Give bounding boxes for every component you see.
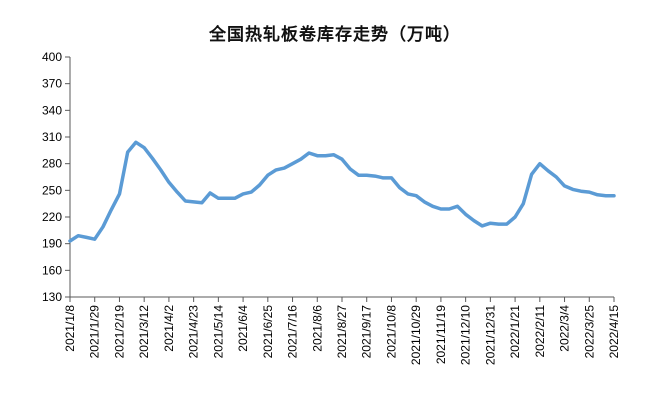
x-tick-label: 2022/3/4: [558, 305, 572, 352]
x-tick-label: 2021/8/27: [335, 305, 349, 359]
y-tick-label: 400: [42, 50, 62, 64]
y-tick-label: 130: [42, 290, 62, 304]
x-tick-label: 2021/12/31: [483, 305, 497, 365]
y-tick-label: 160: [42, 263, 62, 277]
x-tick-label: 2021/4/23: [187, 305, 201, 359]
x-tick-label: 2021/1/29: [88, 305, 102, 359]
x-tick-label: 2021/11/19: [434, 305, 448, 364]
x-tick-label: 2021/2/19: [112, 305, 126, 359]
x-tick-label: 2021/4/2: [162, 305, 176, 352]
x-tick-label: 2021/6/4: [236, 305, 250, 352]
x-tick-label: 2022/3/25: [582, 305, 596, 359]
x-tick-label: 2021/7/16: [286, 305, 300, 359]
x-axis: 2021/1/8 2021/1/29 2021/2/19 2021/3/12 2021/…: [63, 296, 621, 365]
y-tick-label: 250: [42, 183, 62, 197]
x-tick-label: 2022/4/15: [607, 305, 621, 359]
x-tick-label: 2021/5/14: [211, 305, 225, 359]
x-tick-label: 2021/10/8: [384, 305, 398, 359]
series-line: [68, 140, 616, 243]
x-tick-label: 2022/2/11: [533, 305, 547, 358]
y-tick-label: 190: [42, 237, 62, 251]
y-tick-label: 310: [42, 130, 62, 144]
x-tick-label: 2022/1/21: [508, 305, 522, 359]
series-layer: [68, 140, 616, 243]
y-tick-label: 220: [42, 210, 62, 224]
y-tick-label: 280: [42, 157, 62, 171]
x-tick-label: 2021/1/8: [63, 305, 77, 352]
x-tick-label: 2021/10/29: [409, 305, 423, 365]
x-tick-label: 2021/3/12: [137, 305, 151, 359]
y-tick-label: 340: [42, 103, 62, 117]
chart-title: 全国热轧板卷库存走势（万吨）: [209, 25, 461, 45]
x-tick-label: 2021/9/17: [360, 305, 374, 359]
x-tick-label: 2021/8/6: [310, 305, 324, 352]
x-tick-label: 2021/12/10: [459, 305, 473, 365]
y-tick-label: 370: [42, 77, 62, 91]
y-axis: 130 160 190 220 250 280 310 340 370 400: [42, 50, 71, 304]
x-tick-label: 2021/6/25: [261, 305, 275, 359]
